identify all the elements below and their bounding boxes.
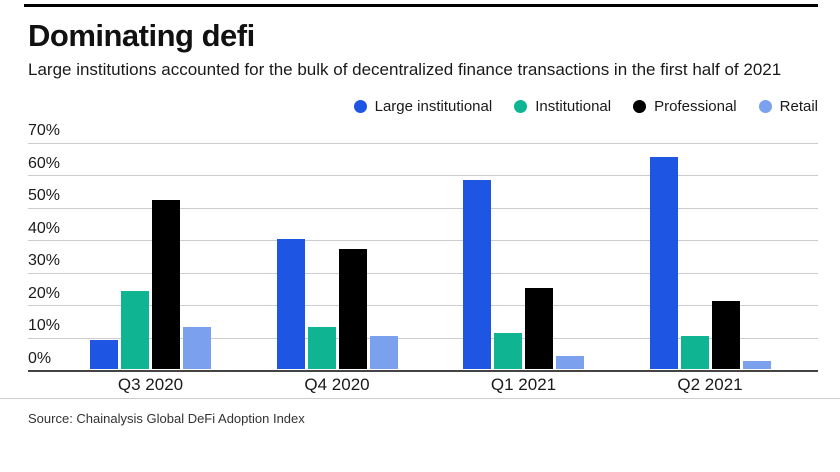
bar-retail-q1-2021 xyxy=(556,355,584,369)
chart-subtitle: Large institutions accounted for the bul… xyxy=(28,60,782,79)
legend-label: Professional xyxy=(654,97,737,115)
bar-professional-q4-2020 xyxy=(338,248,367,369)
bar-professional-q2-2021 xyxy=(711,300,740,369)
source-credit: Source: Chainalysis Global DeFi Adoption… xyxy=(28,411,305,426)
legend-label: Institutional xyxy=(535,97,612,115)
legend-dot-icon xyxy=(514,99,528,113)
x-tick-label-q4-2020: Q4 2020 xyxy=(304,375,370,394)
bar-professional-q3-2020 xyxy=(152,199,180,369)
legend-dot-icon xyxy=(633,99,647,113)
x-tick-label-q2-2021: Q2 2021 xyxy=(677,375,743,394)
bar-retail-q2-2021 xyxy=(742,360,771,369)
legend-item-retail: Retail xyxy=(758,97,818,115)
legend-label: Large institutional xyxy=(374,97,493,115)
legend-dot-icon xyxy=(758,99,772,113)
x-axis-line xyxy=(28,370,818,372)
gridline-60 xyxy=(28,175,818,177)
gridline-40 xyxy=(28,240,818,242)
gridline-20 xyxy=(28,305,818,307)
legend: Large institutional Institutional Professi… xyxy=(28,96,818,116)
y-tick-label-60: 60% xyxy=(28,154,61,172)
y-tick-label-50: 50% xyxy=(28,187,61,205)
bar-professional-q1-2021 xyxy=(525,287,553,369)
bar-institutional-q4-2020 xyxy=(307,326,336,369)
bar-institutional-q3-2020 xyxy=(121,290,149,369)
footer-divider xyxy=(0,398,840,399)
bar-group-q3-2020 xyxy=(90,143,211,369)
bar-group-q1-2021 xyxy=(463,143,584,369)
bar-large-institutional-q2-2021 xyxy=(649,157,678,369)
bar-retail-q3-2020 xyxy=(183,326,211,369)
bar-large-institutional-q1-2021 xyxy=(463,180,491,369)
y-tick-label-10: 10% xyxy=(28,317,61,335)
bar-large-institutional-q4-2020 xyxy=(276,238,305,369)
gridline-70 xyxy=(28,142,818,144)
bar-institutional-q1-2021 xyxy=(494,333,522,369)
y-tick-label-70: 70% xyxy=(28,122,61,139)
gridline-10 xyxy=(28,337,818,339)
bar-large-institutional-q3-2020 xyxy=(90,339,118,369)
gridline-30 xyxy=(28,272,818,274)
x-tick-label-q1-2021: Q1 2021 xyxy=(490,375,557,394)
bar-group-q2-2021 xyxy=(649,143,771,369)
y-tick-label-20: 20% xyxy=(28,284,61,302)
bar-institutional-q2-2021 xyxy=(680,336,709,369)
x-tick-label-q3-2020: Q3 2020 xyxy=(117,375,184,394)
y-tick-label-40: 40% xyxy=(28,219,61,237)
x-axis-labels: Q3 2020 Q4 2020 Q1 2021 Q2 2021 xyxy=(28,371,818,395)
legend-item-large-institutional: Large institutional xyxy=(353,97,493,115)
top-rule xyxy=(24,4,818,7)
chart-card: Dominating defi Large institutions accou… xyxy=(0,18,840,395)
legend-item-institutional: Institutional xyxy=(514,98,611,115)
y-tick-label-30: 30% xyxy=(28,252,61,270)
bar-chart-plot-area: 0% 10% 20% 30% 40% 50% 60% 70% xyxy=(28,123,818,372)
page-title: Dominating defi xyxy=(28,18,255,53)
bar-group-q4-2020 xyxy=(276,143,398,369)
legend-dot-icon xyxy=(353,99,367,113)
bar-retail-q4-2020 xyxy=(369,336,398,369)
legend-label: Retail xyxy=(779,97,818,115)
legend-item-professional: Professional xyxy=(633,98,737,115)
gridline-50 xyxy=(28,207,818,209)
y-tick-label-0: 0% xyxy=(28,350,52,367)
